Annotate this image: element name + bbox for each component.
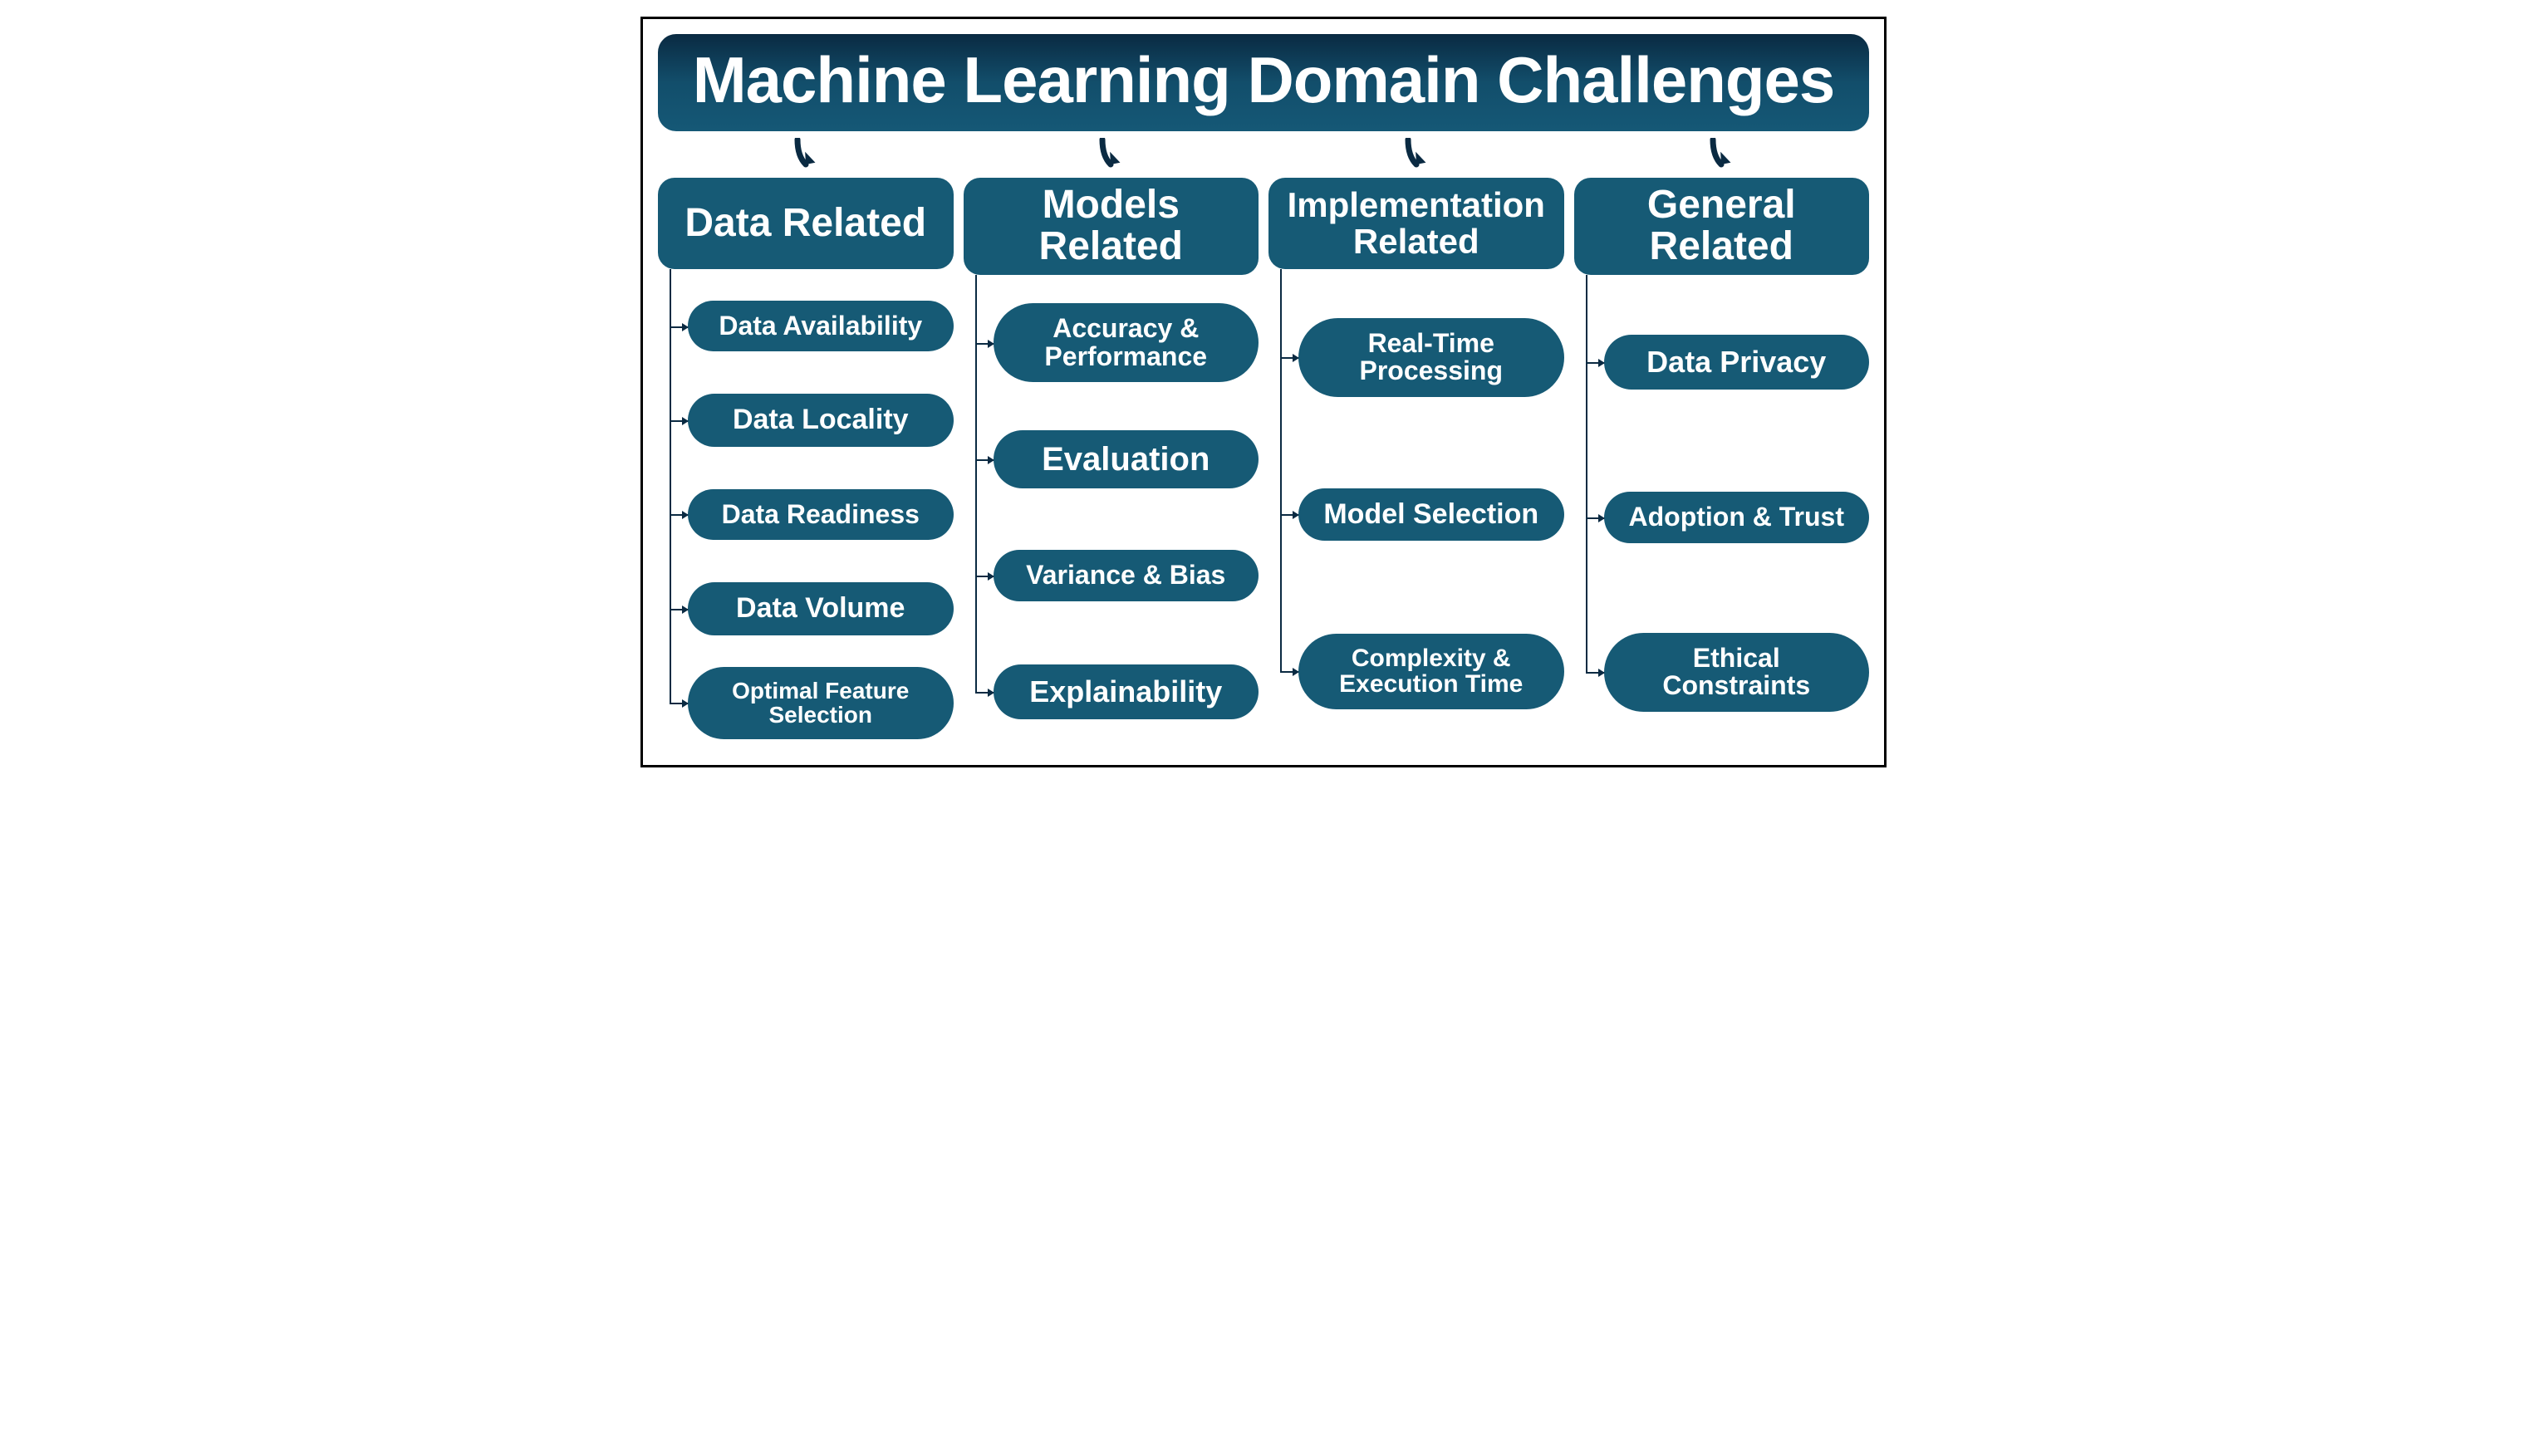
item-pill: Optimal Feature Selection (688, 667, 954, 739)
connector-horizontal (1280, 514, 1298, 516)
items-list: Real-Time Processing Model Selection Compl… (1268, 279, 1564, 750)
connector-horizontal (975, 692, 994, 694)
item-pill: Data Readiness (688, 489, 954, 541)
items-list: Accuracy & Performance Evaluation Variance… (964, 285, 1259, 750)
connector-horizontal (1586, 362, 1604, 364)
items-wrap: Accuracy & Performance Evaluation Variance… (964, 275, 1259, 750)
category-header: General Related (1574, 178, 1870, 275)
item-pill: Evaluation (994, 430, 1259, 488)
connector-horizontal (975, 343, 994, 345)
connector-horizontal (670, 703, 688, 704)
item-pill: Variance & Bias (994, 550, 1259, 601)
diagram-title: Machine Learning Domain Challenges (658, 34, 1869, 131)
items-wrap: Data Privacy Adoption & Trust Ethical Cons… (1574, 275, 1870, 750)
item-pill: Ethical Constraints (1604, 633, 1870, 712)
connector-horizontal (670, 420, 688, 422)
item-pill: Data Locality (688, 394, 954, 447)
category-column: Implementation Related Real-Time Processi… (1268, 138, 1564, 750)
item-row: Complexity & Execution Time (1298, 593, 1564, 750)
arrow-down-icon (1574, 138, 1870, 178)
connector-horizontal (1586, 672, 1604, 674)
item-row: Ethical Constraints (1604, 595, 1870, 750)
item-row: Evaluation (994, 401, 1259, 517)
item-row: Data Availability (688, 279, 954, 373)
category-header: Implementation Related (1268, 178, 1564, 269)
item-pill: Data Availability (688, 301, 954, 352)
item-pill: Explainability (994, 664, 1259, 719)
item-row: Accuracy & Performance (994, 285, 1259, 401)
item-row: Data Volume (688, 561, 954, 655)
item-pill: Data Privacy (1604, 335, 1870, 390)
item-row: Data Privacy (1604, 285, 1870, 440)
items-list: Data Availability Data Locality Data Readi… (658, 279, 954, 750)
item-row: Explainability (994, 634, 1259, 750)
item-pill: Adoption & Trust (1604, 492, 1870, 543)
category-column: General Related Data Privacy Adoption & Tr… (1574, 138, 1870, 750)
category-header: Models Related (964, 178, 1259, 275)
item-row: Model Selection (1298, 436, 1564, 593)
item-pill: Real-Time Processing (1298, 318, 1564, 397)
item-row: Variance & Bias (994, 517, 1259, 634)
connector-vertical (1586, 275, 1587, 673)
arrow-down-icon (964, 138, 1259, 178)
category-column: Data Related Data Availability Data Locali… (658, 138, 954, 750)
connector-horizontal (1280, 671, 1298, 673)
connector-vertical (670, 269, 671, 703)
diagram-frame: Machine Learning Domain Challenges Data … (640, 17, 1887, 767)
category-column: Models Related Accuracy & Performance Eval… (964, 138, 1259, 750)
item-row: Optimal Feature Selection (688, 655, 954, 749)
arrow-down-icon (1268, 138, 1564, 178)
item-row: Real-Time Processing (1298, 279, 1564, 436)
item-row: Adoption & Trust (1604, 439, 1870, 595)
columns-container: Data Related Data Availability Data Locali… (658, 138, 1869, 750)
connector-horizontal (670, 326, 688, 328)
item-pill: Data Volume (688, 582, 954, 635)
connector-horizontal (975, 576, 994, 577)
item-row: Data Locality (688, 373, 954, 467)
connector-horizontal (1586, 517, 1604, 519)
connector-horizontal (975, 459, 994, 461)
item-pill: Model Selection (1298, 488, 1564, 542)
connector-horizontal (670, 514, 688, 516)
items-list: Data Privacy Adoption & Trust Ethical Cons… (1574, 285, 1870, 750)
item-row: Data Readiness (688, 468, 954, 561)
items-wrap: Real-Time Processing Model Selection Compl… (1268, 269, 1564, 750)
connector-horizontal (670, 609, 688, 610)
connector-vertical (975, 275, 977, 692)
item-pill: Accuracy & Performance (994, 303, 1259, 382)
items-wrap: Data Availability Data Locality Data Readi… (658, 269, 954, 750)
arrow-down-icon (658, 138, 954, 178)
category-header: Data Related (658, 178, 954, 269)
item-pill: Complexity & Execution Time (1298, 634, 1564, 709)
connector-horizontal (1280, 357, 1298, 359)
connector-vertical (1280, 269, 1282, 671)
